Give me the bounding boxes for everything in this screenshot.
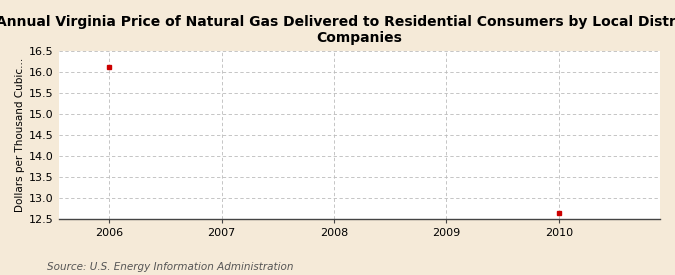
Y-axis label: Dollars per Thousand Cubic...: Dollars per Thousand Cubic... (15, 58, 25, 212)
Title: Annual Virginia Price of Natural Gas Delivered to Residential Consumers by Local: Annual Virginia Price of Natural Gas Del… (0, 15, 675, 45)
Text: Source: U.S. Energy Information Administration: Source: U.S. Energy Information Administ… (47, 262, 294, 271)
